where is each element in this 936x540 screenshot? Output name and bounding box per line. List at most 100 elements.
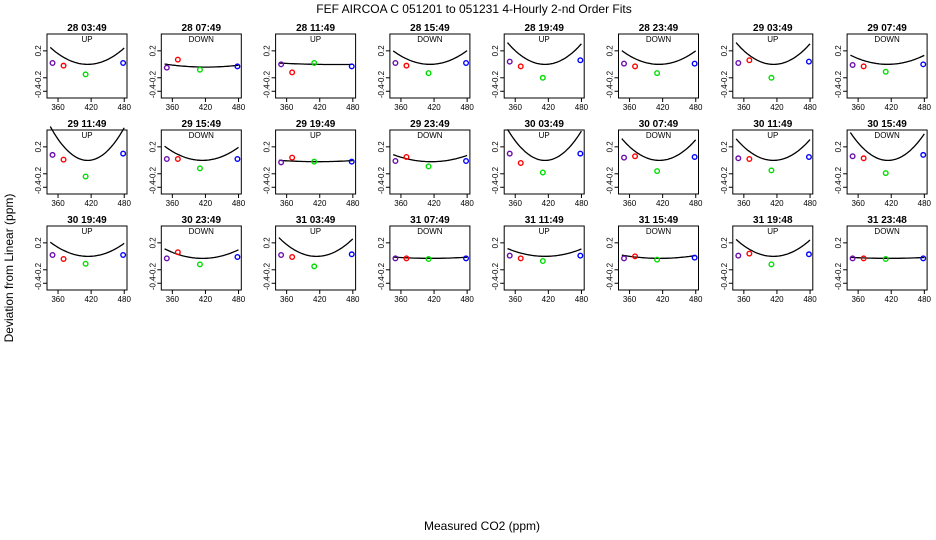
y-tick-label: 0.2 xyxy=(263,237,272,249)
data-point xyxy=(860,63,867,70)
data-point xyxy=(425,163,432,170)
fit-curve xyxy=(735,138,811,162)
data-point xyxy=(234,63,241,70)
panel-title: 30 11:49 xyxy=(753,119,792,130)
x-tick-label: 420 xyxy=(199,295,213,304)
x-tick-label: 480 xyxy=(803,199,817,208)
data-point xyxy=(311,263,318,270)
x-tick-label: 420 xyxy=(770,199,784,208)
data-point xyxy=(805,58,812,65)
data-point xyxy=(196,165,203,172)
panel-frame xyxy=(389,33,471,99)
data-point xyxy=(403,62,410,69)
x-tick-label: 360 xyxy=(737,295,751,304)
panel-direction: UP xyxy=(539,131,550,140)
y-tick-label: -0.4 xyxy=(491,276,500,290)
y-tick-label: 0.2 xyxy=(834,45,843,57)
y-tick-label: -0.4 xyxy=(606,276,615,290)
data-point xyxy=(174,56,181,63)
panel-frame xyxy=(275,225,357,291)
data-point xyxy=(60,256,67,263)
x-tick-label: 420 xyxy=(84,103,98,112)
data-point xyxy=(348,158,355,165)
x-tick-label: 360 xyxy=(280,103,294,112)
panel-direction: DOWN xyxy=(189,227,215,236)
y-tick-label: -0.2 xyxy=(834,166,843,180)
data-point xyxy=(403,153,410,160)
data-point xyxy=(691,254,698,261)
panel-title: 31 03:49 xyxy=(296,215,336,226)
data-point xyxy=(654,168,661,175)
x-tick-label: 480 xyxy=(689,295,703,304)
x-tick-label: 360 xyxy=(509,199,523,208)
x-tick-label: 420 xyxy=(885,103,899,112)
x-tick-label: 420 xyxy=(427,295,441,304)
x-tick-label: 480 xyxy=(232,103,246,112)
panel-title: 29 11:49 xyxy=(68,119,107,130)
data-point xyxy=(849,61,856,68)
data-point xyxy=(882,170,889,177)
y-tick-label: -0.2 xyxy=(377,70,386,84)
data-point xyxy=(621,60,628,67)
y-tick-label: 0.2 xyxy=(377,45,386,57)
panel-title: 31 19:48 xyxy=(753,215,793,226)
data-point xyxy=(234,155,241,162)
fit-curve xyxy=(49,241,125,258)
panel-direction: UP xyxy=(767,35,778,44)
x-tick-label: 420 xyxy=(427,199,441,208)
y-tick-label: 0.2 xyxy=(720,45,729,57)
y-tick-label: -0.4 xyxy=(834,180,843,194)
data-point xyxy=(920,61,927,68)
data-point xyxy=(577,150,584,157)
x-tick-label: 480 xyxy=(689,199,703,208)
x-tick-label: 480 xyxy=(118,295,132,304)
data-point xyxy=(805,153,812,160)
y-tick-label: -0.4 xyxy=(377,84,386,98)
data-point xyxy=(768,167,775,174)
y-tick-label: -0.2 xyxy=(263,262,272,276)
panel-title: 30 19:49 xyxy=(67,215,107,226)
x-tick-label: 480 xyxy=(575,103,589,112)
fit-curve xyxy=(621,138,697,162)
x-tick-label: 360 xyxy=(51,295,65,304)
panel-direction: UP xyxy=(310,35,321,44)
x-tick-label: 360 xyxy=(623,103,637,112)
data-point xyxy=(403,255,410,262)
y-tick-label: -0.4 xyxy=(377,276,386,290)
panel-frame xyxy=(618,225,699,291)
fit-curve xyxy=(507,42,582,66)
data-point xyxy=(506,252,513,259)
data-point xyxy=(289,69,296,76)
panel-direction: DOWN xyxy=(874,35,900,44)
data-point xyxy=(49,251,56,258)
data-point xyxy=(539,169,546,176)
y-tick-label: 0.2 xyxy=(491,141,500,153)
panel-title: 28 03:49 xyxy=(67,23,107,34)
data-point xyxy=(278,251,285,258)
y-tick-label: -0.2 xyxy=(491,70,500,84)
x-tick-label: 480 xyxy=(918,295,932,304)
y-tick-label: -0.4 xyxy=(834,276,843,290)
chart-title: FEF AIRCOA C 051201 to 051231 4-Hourly 2… xyxy=(316,2,631,16)
panel-frame xyxy=(275,129,357,195)
x-tick-label: 360 xyxy=(280,199,294,208)
y-tick-label: -0.4 xyxy=(720,180,729,194)
panel-title: 28 19:49 xyxy=(524,23,564,34)
data-point xyxy=(920,255,927,262)
x-tick-label: 360 xyxy=(280,295,294,304)
data-point xyxy=(163,64,170,71)
panel-frame xyxy=(46,129,128,195)
y-tick-label: 0.2 xyxy=(606,141,615,153)
